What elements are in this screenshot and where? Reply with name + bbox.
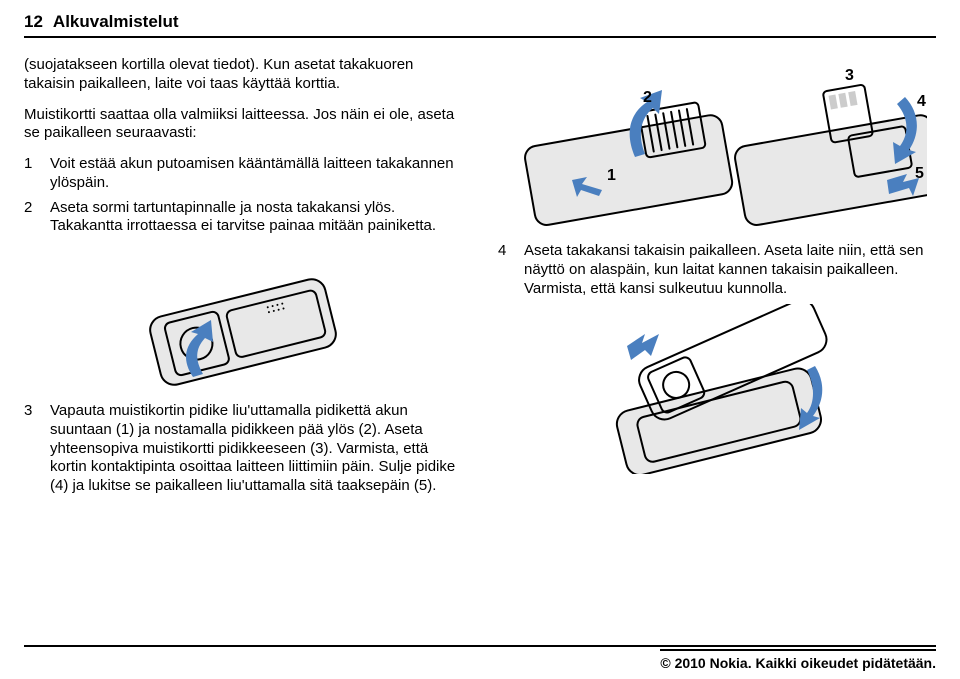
step-text: Aseta takakansi takaisin paikalleen. Ase… [524, 242, 936, 298]
left-column: (suojatakseen kortilla olevat tiedot). K… [24, 56, 462, 502]
two-column-layout: (suojatakseen kortilla olevat tiedot). K… [24, 56, 936, 502]
footer-rule [24, 645, 936, 647]
step-text: Aseta sormi tartuntapinnalle ja nosta ta… [50, 199, 462, 237]
step-3: 3 Vapauta muistikortin pidike liu'uttama… [24, 402, 462, 496]
illustration-replace-cover [587, 304, 847, 474]
section-title: Alkuvalmistelut [53, 12, 179, 32]
step-number: 2 [24, 199, 38, 237]
callout-1: 1 [607, 167, 616, 184]
callout-2: 2 [643, 89, 652, 106]
step-number: 4 [498, 242, 512, 298]
callout-4: 4 [917, 93, 926, 110]
intro-para-1: (suojatakseen kortilla olevat tiedot). K… [24, 56, 462, 94]
page-header: 12 Alkuvalmistelut [24, 12, 936, 38]
step-2: 2 Aseta sormi tartuntapinnalle ja nosta … [24, 199, 462, 237]
callout-3: 3 [845, 67, 854, 84]
step-text: Vapauta muistikortin pidike liu'uttamall… [50, 402, 462, 496]
step-text: Voit estää akun putoamisen kääntämällä l… [50, 155, 462, 193]
page-number: 12 [24, 12, 43, 32]
right-column: 1 2 3 4 5 [498, 56, 936, 502]
callout-5: 5 [915, 165, 924, 182]
step-number: 3 [24, 402, 38, 496]
intro-para-2: Muistikortti saattaa olla valmiiksi lait… [24, 106, 462, 144]
step-number: 1 [24, 155, 38, 193]
illustration-card-holder: 1 2 3 4 5 [507, 62, 927, 232]
step-1: 1 Voit estää akun putoamisen kääntämällä… [24, 155, 462, 193]
copyright-footer: © 2010 Nokia. Kaikki oikeudet pidätetään… [660, 649, 936, 671]
step-4: 4 Aseta takakansi takaisin paikalleen. A… [498, 242, 936, 298]
page: 12 Alkuvalmistelut (suojatakseen kortill… [0, 0, 960, 679]
illustration-remove-cover [123, 242, 363, 392]
